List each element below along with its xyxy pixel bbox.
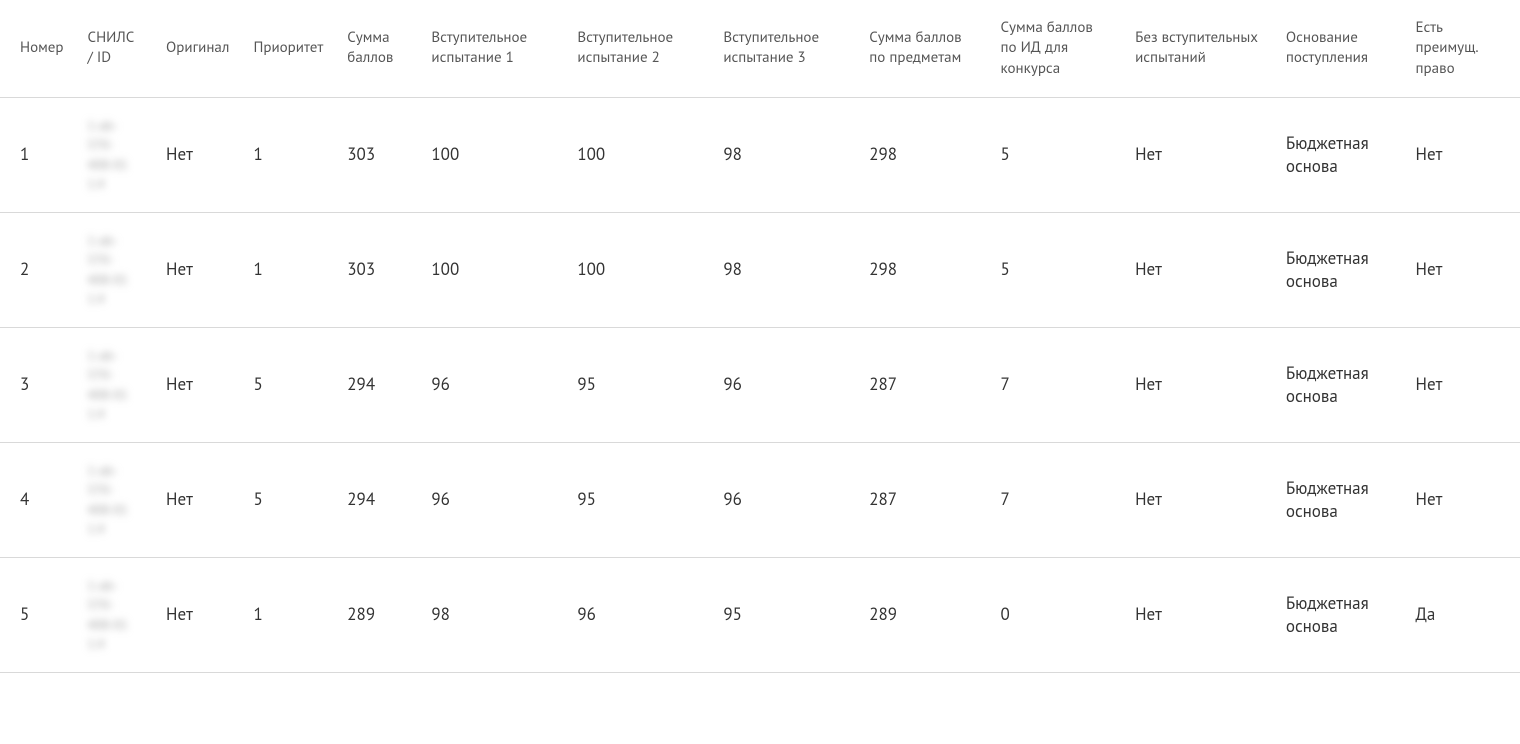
- cell-preimush: Да: [1404, 557, 1520, 672]
- table-row: 31-ab- 570- 408-01 1.4Нет52949695962877Н…: [0, 327, 1520, 442]
- cell-isp3: 96: [711, 442, 857, 557]
- col-summa-ballov: Сумма баллов: [335, 0, 419, 97]
- cell-original: Нет: [154, 97, 241, 212]
- cell-summa-id: 7: [989, 442, 1124, 557]
- cell-bez-isp: Нет: [1123, 212, 1274, 327]
- col-nomer: Номер: [0, 0, 76, 97]
- cell-preimush: Нет: [1404, 212, 1520, 327]
- cell-isp1: 96: [419, 327, 565, 442]
- cell-nomer: 2: [0, 212, 76, 327]
- cell-nomer: 3: [0, 327, 76, 442]
- admissions-table: Номер СНИЛС / ID Оригинал Приоритет Сумм…: [0, 0, 1520, 673]
- cell-prioritet: 1: [241, 557, 335, 672]
- cell-isp2: 96: [565, 557, 711, 672]
- cell-isp2: 100: [565, 97, 711, 212]
- cell-summa-id: 5: [989, 212, 1124, 327]
- cell-snils: 1-ab- 570- 408-01 1.4: [76, 442, 155, 557]
- snils-blurred: 1-ab- 570- 408-01 1.4: [88, 116, 143, 194]
- cell-prioritet: 5: [241, 327, 335, 442]
- snils-blurred: 1-ab- 570- 408-01 1.4: [88, 576, 143, 654]
- col-snils: СНИЛС / ID: [76, 0, 155, 97]
- cell-original: Нет: [154, 212, 241, 327]
- cell-summa-predmet: 298: [857, 212, 988, 327]
- cell-bez-isp: Нет: [1123, 442, 1274, 557]
- cell-osnovanie: Бюджетная основа: [1274, 212, 1404, 327]
- cell-isp3: 95: [711, 557, 857, 672]
- table-row: 51-ab- 570- 408-01 1.4Нет12899896952890Н…: [0, 557, 1520, 672]
- cell-summa-ballov: 303: [335, 97, 419, 212]
- table-body: 11-ab- 570- 408-01 1.4Нет130310010098298…: [0, 97, 1520, 672]
- table-row: 11-ab- 570- 408-01 1.4Нет130310010098298…: [0, 97, 1520, 212]
- cell-snils: 1-ab- 570- 408-01 1.4: [76, 97, 155, 212]
- cell-prioritet: 1: [241, 212, 335, 327]
- cell-isp2: 95: [565, 442, 711, 557]
- cell-isp1: 98: [419, 557, 565, 672]
- cell-snils: 1-ab- 570- 408-01 1.4: [76, 327, 155, 442]
- cell-preimush: Нет: [1404, 327, 1520, 442]
- table-row: 41-ab- 570- 408-01 1.4Нет52949695962877Н…: [0, 442, 1520, 557]
- table-header: Номер СНИЛС / ID Оригинал Приоритет Сумм…: [0, 0, 1520, 97]
- col-osnovanie: Основание поступления: [1274, 0, 1404, 97]
- cell-summa-id: 0: [989, 557, 1124, 672]
- cell-isp2: 100: [565, 212, 711, 327]
- cell-summa-ballov: 289: [335, 557, 419, 672]
- cell-summa-predmet: 289: [857, 557, 988, 672]
- cell-bez-isp: Нет: [1123, 327, 1274, 442]
- cell-bez-isp: Нет: [1123, 97, 1274, 212]
- cell-summa-ballov: 303: [335, 212, 419, 327]
- cell-isp2: 95: [565, 327, 711, 442]
- cell-nomer: 1: [0, 97, 76, 212]
- table-row: 21-ab- 570- 408-01 1.4Нет130310010098298…: [0, 212, 1520, 327]
- cell-osnovanie: Бюджетная основа: [1274, 97, 1404, 212]
- cell-bez-isp: Нет: [1123, 557, 1274, 672]
- col-original: Оригинал: [154, 0, 241, 97]
- col-prioritet: Приоритет: [241, 0, 335, 97]
- cell-nomer: 5: [0, 557, 76, 672]
- cell-summa-id: 7: [989, 327, 1124, 442]
- cell-isp3: 98: [711, 212, 857, 327]
- snils-blurred: 1-ab- 570- 408-01 1.4: [88, 461, 143, 539]
- cell-prioritet: 1: [241, 97, 335, 212]
- cell-isp1: 100: [419, 97, 565, 212]
- cell-osnovanie: Бюджетная основа: [1274, 442, 1404, 557]
- cell-preimush: Нет: [1404, 442, 1520, 557]
- col-isp2: Вступительное испытание 2: [565, 0, 711, 97]
- cell-summa-predmet: 287: [857, 327, 988, 442]
- cell-isp3: 98: [711, 97, 857, 212]
- cell-osnovanie: Бюджетная основа: [1274, 557, 1404, 672]
- cell-original: Нет: [154, 327, 241, 442]
- cell-summa-id: 5: [989, 97, 1124, 212]
- cell-osnovanie: Бюджетная основа: [1274, 327, 1404, 442]
- snils-blurred: 1-ab- 570- 408-01 1.4: [88, 346, 143, 424]
- cell-snils: 1-ab- 570- 408-01 1.4: [76, 557, 155, 672]
- col-preimush: Есть преимущ. право: [1404, 0, 1520, 97]
- cell-isp1: 100: [419, 212, 565, 327]
- cell-original: Нет: [154, 442, 241, 557]
- cell-summa-predmet: 287: [857, 442, 988, 557]
- col-isp3: Вступительное испытание 3: [711, 0, 857, 97]
- col-summa-predmet: Сумма баллов по предметам: [857, 0, 988, 97]
- cell-original: Нет: [154, 557, 241, 672]
- cell-nomer: 4: [0, 442, 76, 557]
- cell-prioritet: 5: [241, 442, 335, 557]
- cell-summa-ballov: 294: [335, 327, 419, 442]
- col-isp1: Вступительное испытание 1: [419, 0, 565, 97]
- cell-isp3: 96: [711, 327, 857, 442]
- cell-isp1: 96: [419, 442, 565, 557]
- cell-snils: 1-ab- 570- 408-01 1.4: [76, 212, 155, 327]
- col-summa-id: Сумма баллов по ИД для конкурса: [989, 0, 1124, 97]
- col-bez-isp: Без вступительных испытаний: [1123, 0, 1274, 97]
- cell-summa-predmet: 298: [857, 97, 988, 212]
- cell-preimush: Нет: [1404, 97, 1520, 212]
- snils-blurred: 1-ab- 570- 408-01 1.4: [88, 231, 143, 309]
- cell-summa-ballov: 294: [335, 442, 419, 557]
